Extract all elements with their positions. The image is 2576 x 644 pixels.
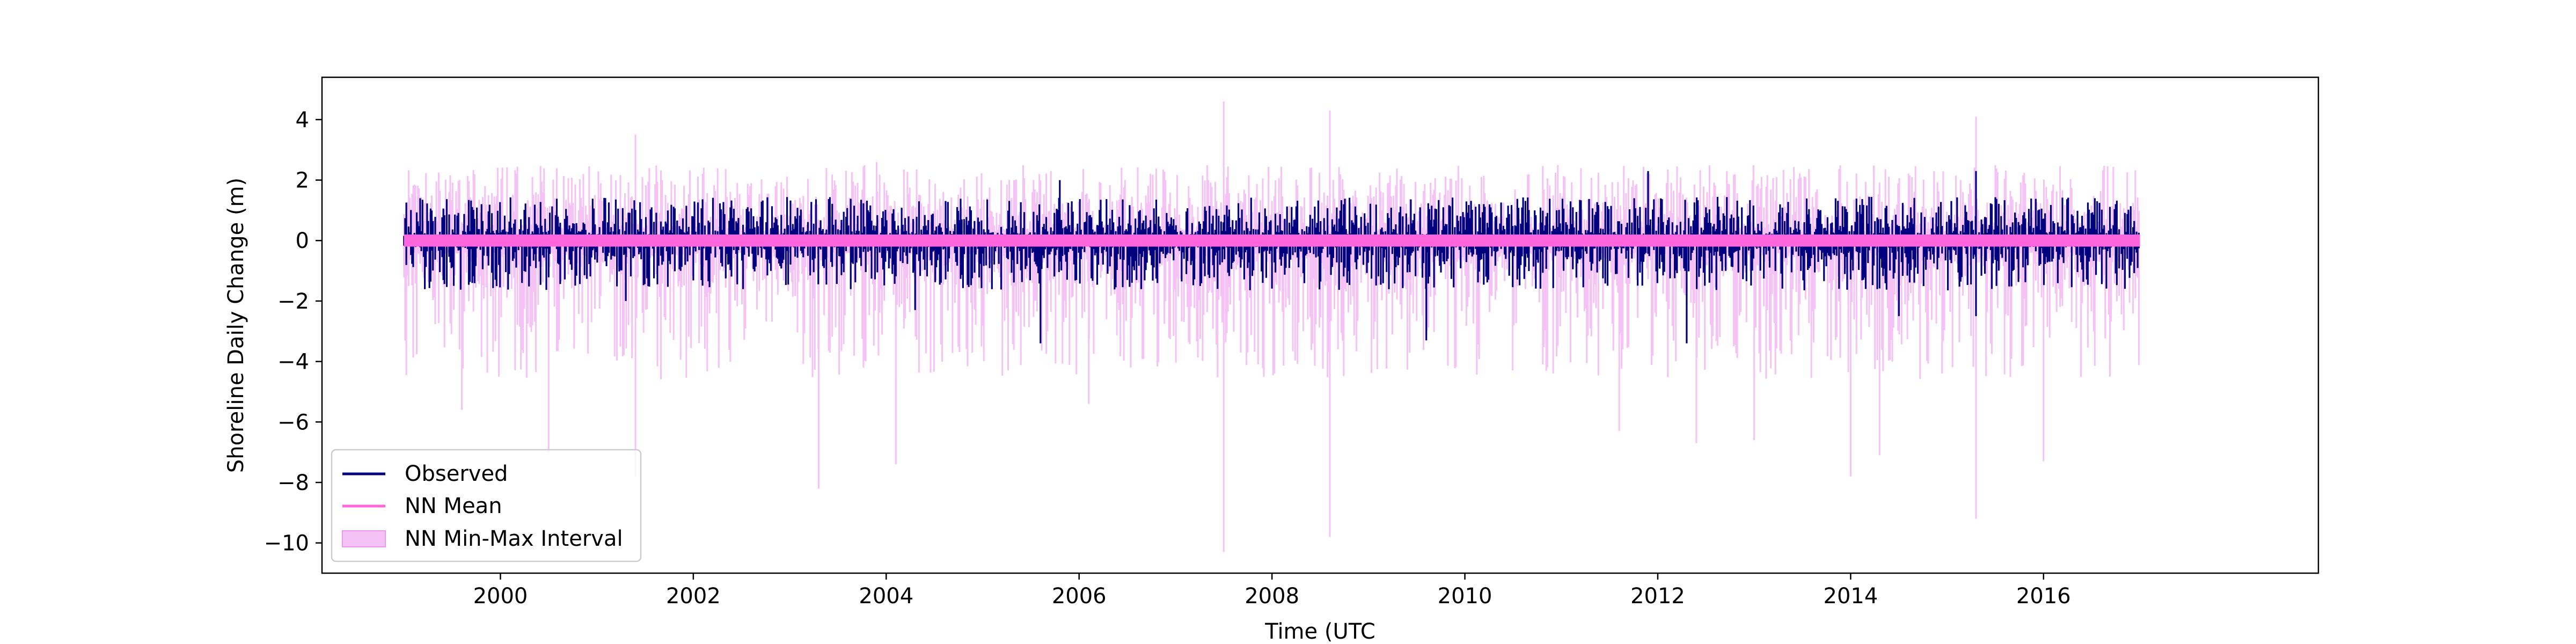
x-axis-ticks: 2000 2002 2004 2006 2008 2010 2012 2014 2016: [473, 573, 2071, 609]
legend-observed-label: Observed: [405, 462, 508, 486]
x-tick-label: 2014: [1824, 584, 1878, 609]
y-tick-label: −10: [264, 531, 309, 556]
y-tick-label: 0: [296, 229, 309, 253]
y-tick-label: −6: [277, 410, 309, 435]
x-tick-label: 2010: [1438, 584, 1492, 609]
y-tick-label: 4: [296, 108, 309, 133]
legend-nn-mean-label: NN Mean: [405, 494, 502, 518]
legend-nn-interval-swatch: [342, 530, 386, 547]
y-tick-label: −2: [277, 289, 309, 314]
x-tick-label: 2016: [2016, 584, 2071, 609]
x-tick-label: 2006: [1052, 584, 1107, 609]
nn-mean-series: [404, 235, 2140, 247]
x-tick-label: 2002: [666, 584, 721, 609]
y-tick-label: 2: [296, 169, 309, 193]
y-axis-ticks: 4 2 0 −2 −4 −6 −8 −10: [264, 108, 322, 556]
x-tick-label: 2000: [473, 584, 528, 609]
x-tick-label: 2008: [1245, 584, 1299, 609]
legend: Observed NN Mean NN Min-Max Interval: [331, 449, 642, 562]
plot-frame: [321, 76, 2319, 574]
y-axis-label: Shoreline Daily Change (m): [224, 178, 248, 473]
legend-box: [331, 449, 642, 562]
plot-content: [403, 101, 2140, 552]
x-tick-label: 2004: [859, 584, 913, 609]
y-tick-label: −4: [277, 350, 309, 375]
x-axis-label: Time (UTC: [1264, 619, 1375, 644]
legend-nn-interval-label: NN Min-Max Interval: [405, 526, 623, 551]
y-tick-label: −8: [277, 471, 309, 495]
x-tick-label: 2012: [1630, 584, 1685, 609]
